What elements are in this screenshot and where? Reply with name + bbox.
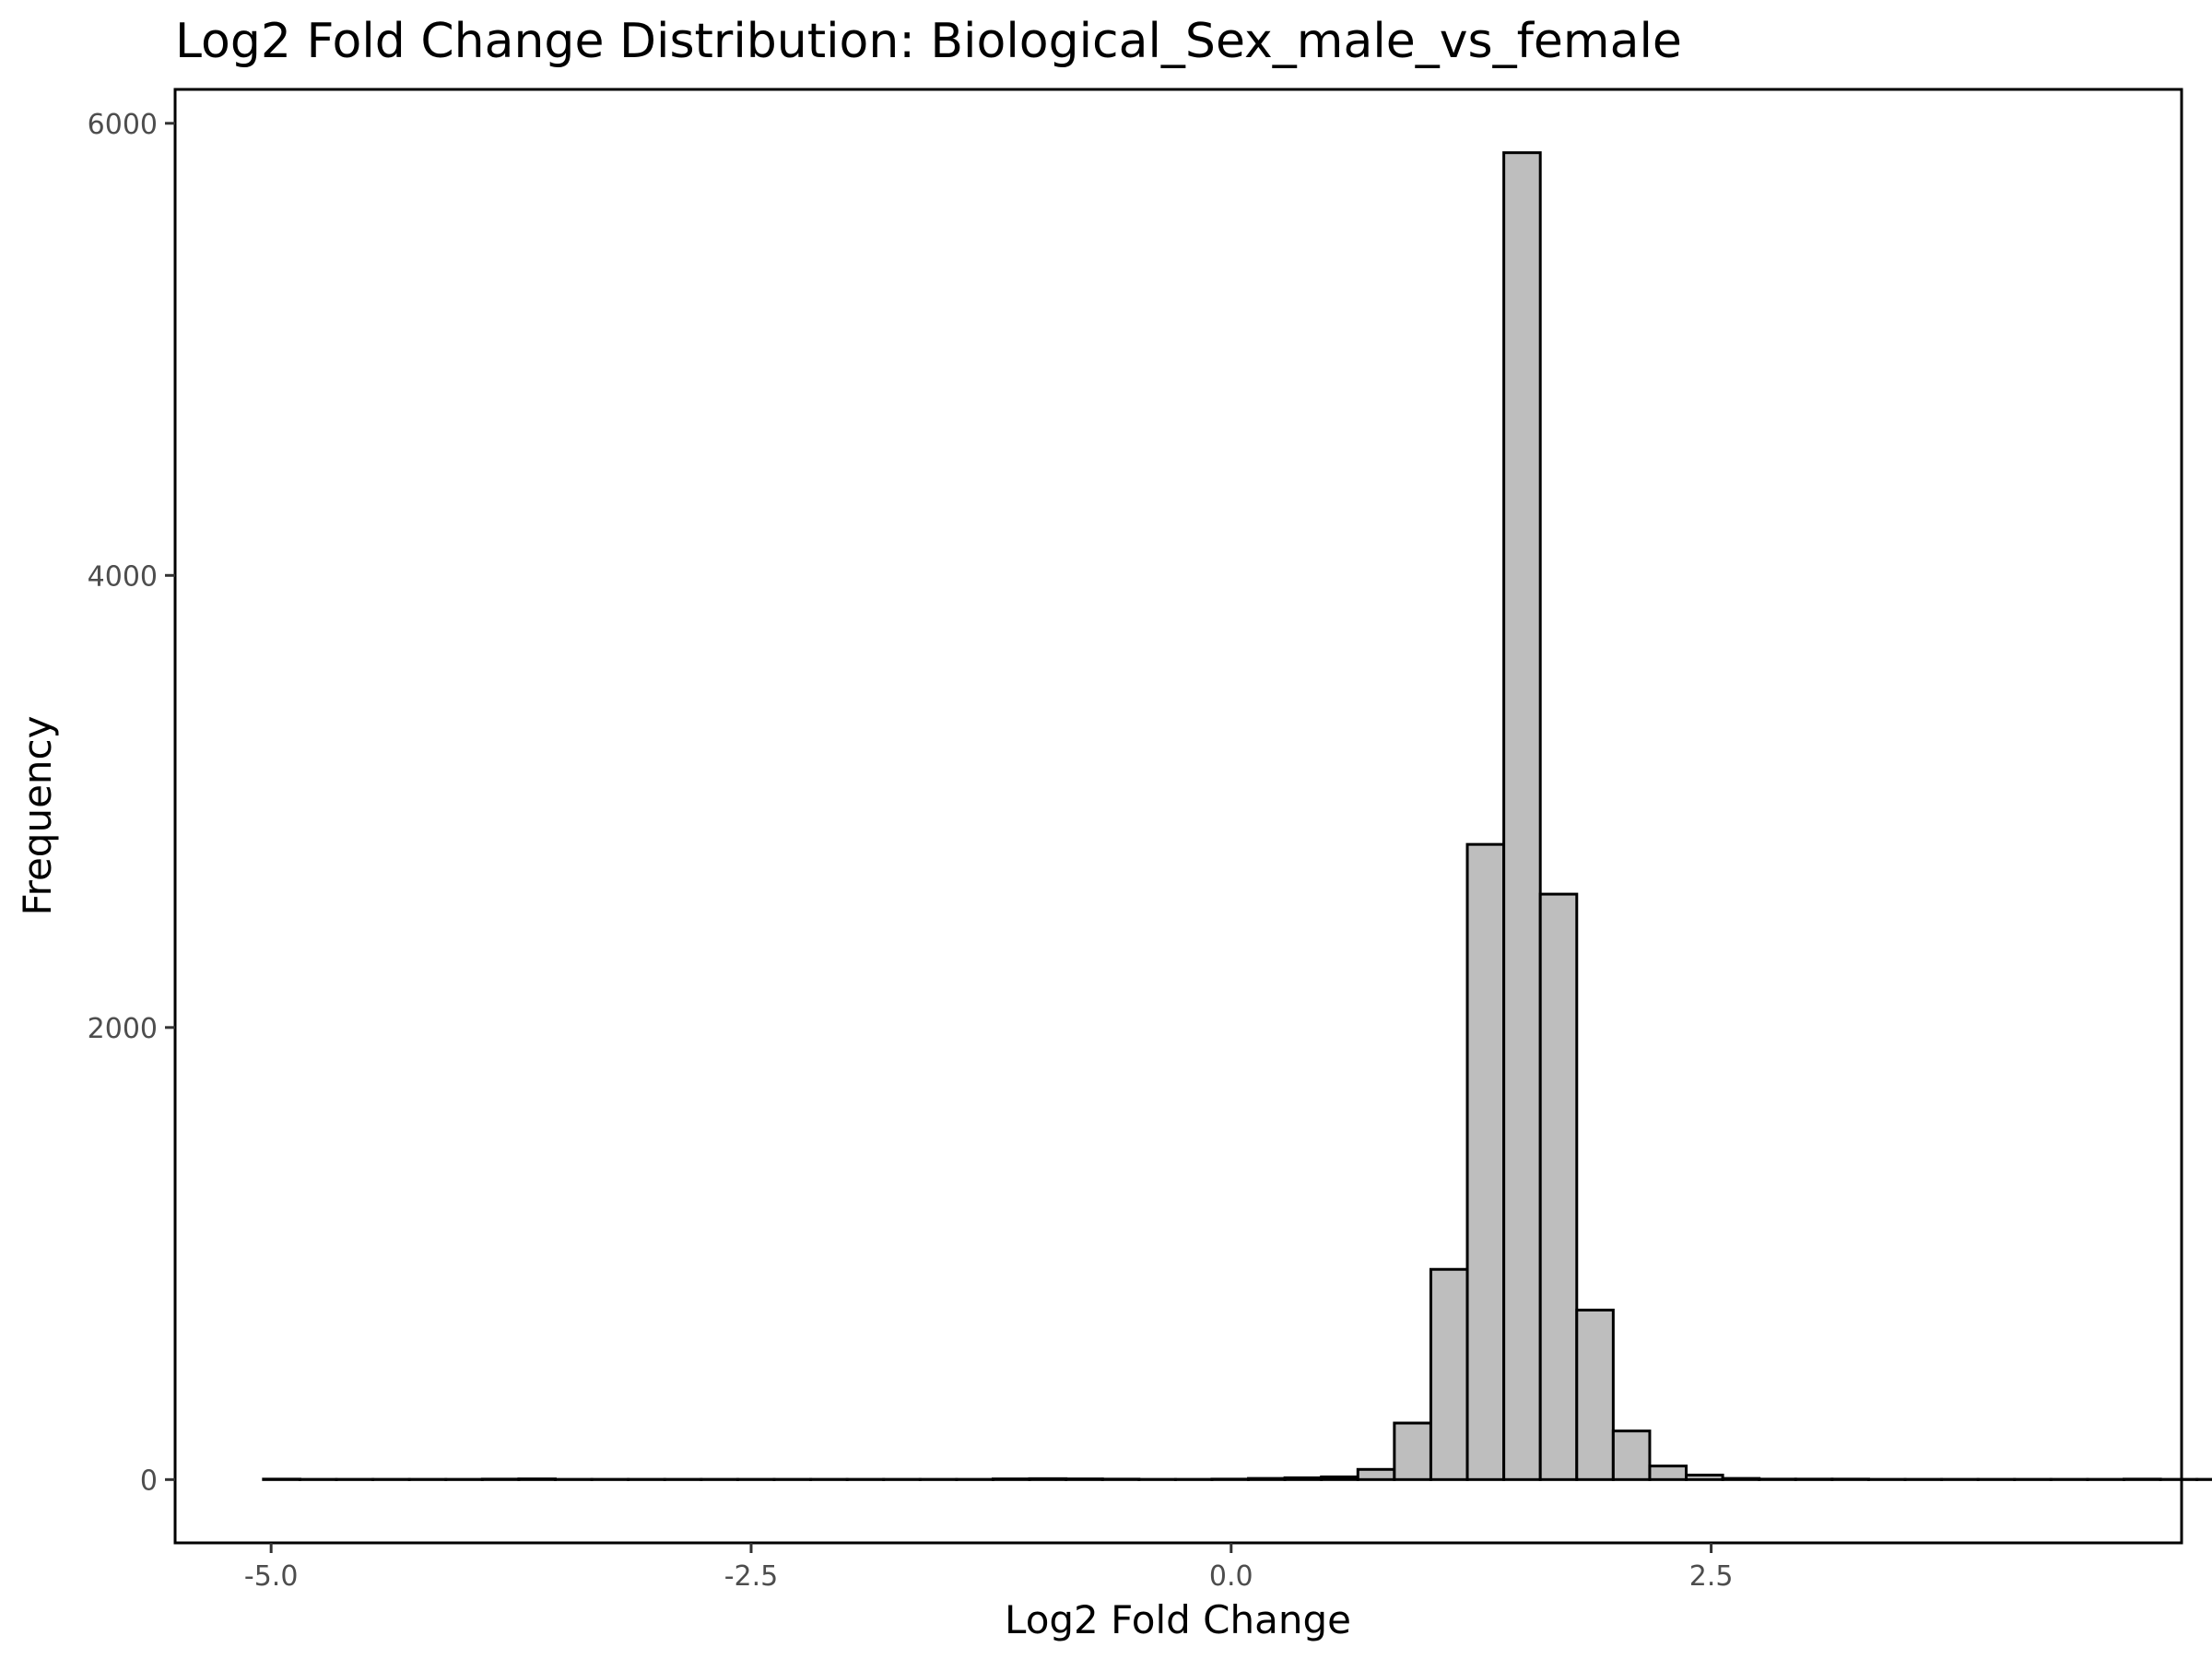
x-tick-label: -5.0 — [244, 1560, 299, 1593]
histogram-bar — [1320, 1475, 1359, 1481]
x-tick-label: 0.0 — [1209, 1560, 1253, 1593]
histogram-bar — [1685, 1473, 1724, 1481]
y-tick-label: 4000 — [88, 560, 158, 593]
y-axis-title: Frequency — [15, 716, 60, 916]
histogram-bar — [1648, 1465, 1688, 1481]
histogram-bar — [1247, 1477, 1287, 1481]
histogram-bar — [1028, 1477, 1068, 1481]
histogram-bar — [1356, 1467, 1396, 1481]
y-tick-label: 6000 — [88, 109, 158, 141]
plot-panel-border — [173, 88, 2183, 1545]
y-tick-label: 2000 — [88, 1013, 158, 1045]
y-tick-label: 0 — [140, 1465, 158, 1497]
histogram-bar — [1065, 1477, 1104, 1481]
histogram-bar — [1538, 892, 1579, 1481]
histogram-bar — [1283, 1476, 1324, 1481]
histogram-bar — [1429, 1267, 1469, 1481]
histogram-bar — [1721, 1477, 1761, 1481]
chart-title: Log2 Fold Change Distribution: Biologica… — [175, 14, 1682, 69]
histogram-bar — [517, 1477, 557, 1481]
histogram-bar — [1611, 1430, 1652, 1481]
histogram-bar — [991, 1477, 1031, 1481]
x-axis-title: Log2 Fold Change — [1005, 1597, 1351, 1642]
axis-ticks: -5.0 -2.5 0.0 2.5 0 2000 4000 6000 — [88, 109, 1734, 1593]
x-tick-label: -2.5 — [724, 1560, 779, 1593]
histogram-bar — [1575, 1308, 1615, 1481]
histogram-bar — [1465, 842, 1506, 1481]
bars-layer — [262, 151, 2212, 1481]
histogram-bar — [1393, 1421, 1432, 1481]
histogram-bar — [1502, 151, 1542, 1481]
x-tick-label: 2.5 — [1689, 1560, 1734, 1593]
